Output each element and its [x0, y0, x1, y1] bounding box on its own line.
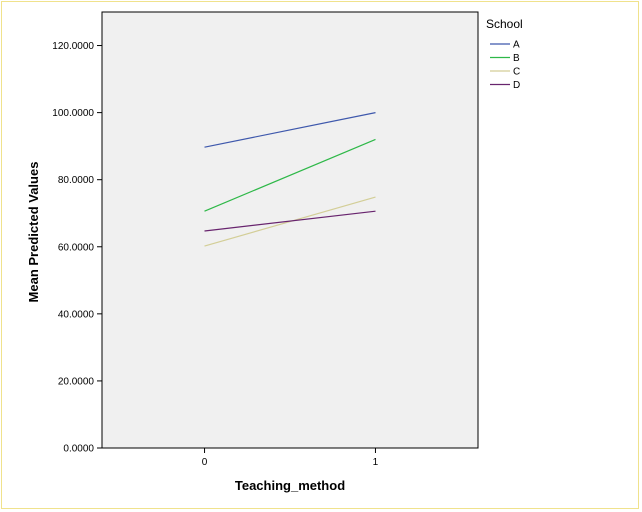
y-axis: 0.0000 20.0000 40.0000 60.0000 80.0000 100.00…: [52, 41, 102, 455]
legend-title: School: [486, 17, 523, 31]
y-tick-label: 20.0000: [58, 376, 95, 387]
y-tick-label: 80.0000: [58, 175, 95, 186]
y-tick-label: 40.0000: [58, 309, 95, 320]
x-tick-label: 1: [373, 457, 379, 468]
series-line-d: [204, 210, 376, 232]
y-tick-label: 100.0000: [52, 108, 94, 119]
y-tick-label: 60.0000: [58, 242, 95, 253]
x-axis-title: Teaching_method: [235, 478, 345, 493]
y-tick-label: 120.0000: [52, 41, 94, 52]
x-tick-label: 0: [202, 457, 208, 468]
y-axis-title: Mean Predicted Values: [26, 162, 41, 303]
series-line-a: [204, 112, 376, 148]
legend-label-a: A: [513, 40, 520, 51]
plot-area: [101, 11, 479, 449]
series-layer: [204, 112, 376, 247]
legend-label-b: B: [513, 53, 520, 64]
series-line-b: [204, 138, 376, 212]
legend-label-c: C: [513, 67, 520, 78]
y-tick-label: 0.0000: [63, 444, 94, 455]
legend-label-d: D: [513, 80, 520, 91]
